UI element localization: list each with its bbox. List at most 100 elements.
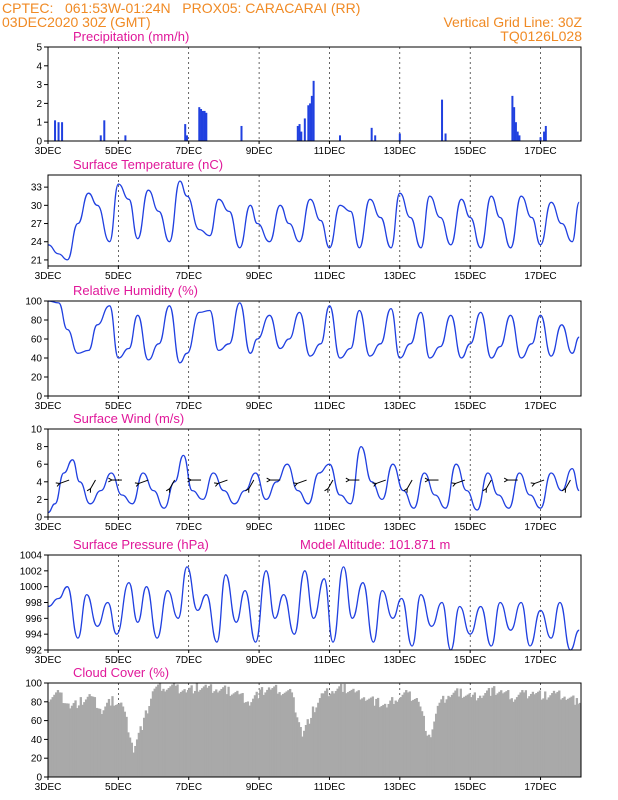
cloud-bar — [134, 745, 137, 777]
y-tick-label: 100 — [25, 297, 42, 308]
cloud-bar — [345, 693, 348, 777]
precip-bar — [61, 122, 64, 141]
panel-0: 0 1 2 3 4 5 3DEC 5DEC 7DEC 9DEC 11DEC 13DEC 15DEC 17D… — [35, 29, 582, 157]
wind-arrow — [406, 479, 413, 489]
precip-bar — [240, 125, 243, 141]
cloud-bar — [558, 690, 561, 777]
x-tick-label: 5DEC — [105, 271, 132, 282]
cloud-bar — [116, 704, 119, 777]
cloud-bar — [544, 691, 547, 777]
y-tick-label: 996 — [25, 614, 42, 625]
x-tick-label: 5DEC — [105, 522, 132, 533]
cloud-bar — [537, 691, 540, 777]
cloud-bar — [128, 737, 132, 777]
cloud-bar — [271, 688, 274, 777]
panel-4: 992 994 996 998 1000 1002 1004 3DEC 5DEC 7DEC 9DEC… — [20, 537, 582, 666]
y-tick-label: 0 — [36, 513, 42, 524]
x-tick-label: 3DEC — [35, 655, 62, 666]
cloud-bar — [186, 690, 190, 777]
panel-frame — [47, 300, 582, 397]
cloud-bar — [487, 688, 491, 777]
cloud-bar — [111, 696, 114, 777]
cloud-bar — [208, 685, 211, 777]
cloud-bar — [171, 684, 174, 777]
x-tick-label: 13DEC — [384, 401, 416, 412]
cloud-bar — [304, 724, 308, 777]
cloud-bar — [396, 701, 399, 777]
cloud-bar — [88, 694, 91, 777]
precip-bar — [303, 118, 306, 141]
cloud-bar — [417, 701, 420, 777]
cloud-bar — [540, 699, 543, 777]
cloud-bar — [420, 711, 424, 777]
cloud-bar — [429, 737, 433, 777]
y-tick-label: 2 — [36, 495, 42, 506]
panel-frame — [47, 174, 582, 267]
y-tick-label: 24 — [31, 237, 43, 248]
precip-bar — [514, 122, 517, 141]
wind-arrow — [376, 479, 386, 484]
x-tick-label: 9DEC — [246, 655, 273, 666]
panel-frame — [47, 46, 582, 142]
precip-bar — [312, 80, 315, 141]
precip-bar — [57, 122, 60, 141]
header-line3-right: TQ0126L028 — [500, 28, 582, 44]
cloud-bar — [259, 689, 262, 777]
cloud-bar — [83, 702, 86, 777]
cloud-bar — [471, 694, 475, 777]
x-tick-label: 9DEC — [246, 146, 273, 157]
cloud-bar — [174, 685, 177, 777]
cloud-bar — [206, 687, 209, 777]
cloud-bar — [185, 692, 188, 777]
cloud-bar — [264, 692, 267, 777]
panel-title: Surface Wind (m/s) — [73, 411, 184, 426]
y-tick-label: 33 — [31, 183, 43, 194]
cloud-bar — [195, 683, 199, 777]
x-tick-label: 11DEC — [314, 782, 346, 793]
cloud-bar — [494, 694, 498, 777]
cloud-bar — [60, 692, 63, 777]
cloud-bar — [531, 691, 535, 777]
wind-arrow — [59, 479, 70, 484]
cloud-bar — [438, 702, 441, 777]
cloud-bar — [325, 688, 329, 777]
wind-arrowhead — [451, 482, 457, 487]
wind-arrowhead — [482, 487, 487, 493]
x-tick-label: 17DEC — [524, 146, 556, 157]
cloud-bar — [442, 695, 445, 777]
cloud-bar — [498, 691, 501, 777]
cloud-bar — [223, 685, 227, 777]
cloud-bar — [355, 691, 359, 777]
cloud-bar — [391, 697, 394, 777]
cloud-bar — [522, 692, 526, 777]
cloud-bar — [176, 684, 179, 777]
cloud-bar — [107, 698, 111, 777]
y-tick-label: 30 — [31, 201, 43, 212]
cloud-bar — [517, 694, 520, 777]
precip-bar — [309, 103, 312, 141]
cloud-bar — [545, 699, 549, 777]
cloud-bar — [287, 690, 290, 777]
x-tick-label: 17DEC — [524, 271, 556, 282]
cloud-bar — [369, 697, 373, 777]
cloud-bar — [229, 695, 232, 777]
cloud-bar — [329, 693, 332, 777]
cloud-bar — [62, 703, 65, 777]
x-tick-label: 9DEC — [246, 782, 273, 793]
cloud-bar — [250, 702, 253, 777]
cloud-bar — [376, 697, 380, 777]
cloud-bar — [426, 735, 429, 777]
cloud-bar — [241, 693, 244, 777]
cloud-bar — [63, 703, 67, 777]
x-tick-label: 7DEC — [175, 146, 202, 157]
y-tick-label: 4 — [36, 61, 42, 72]
cloud-bar — [77, 705, 81, 777]
cloud-bar — [408, 691, 411, 777]
y-tick-label: 2 — [36, 99, 42, 110]
cloud-bar — [405, 690, 408, 777]
cloud-bar — [301, 736, 304, 777]
cloud-bar — [236, 690, 239, 777]
x-tick-label: 7DEC — [175, 522, 202, 533]
cloud-bar — [507, 690, 510, 777]
y-tick-label: 4 — [36, 477, 42, 488]
